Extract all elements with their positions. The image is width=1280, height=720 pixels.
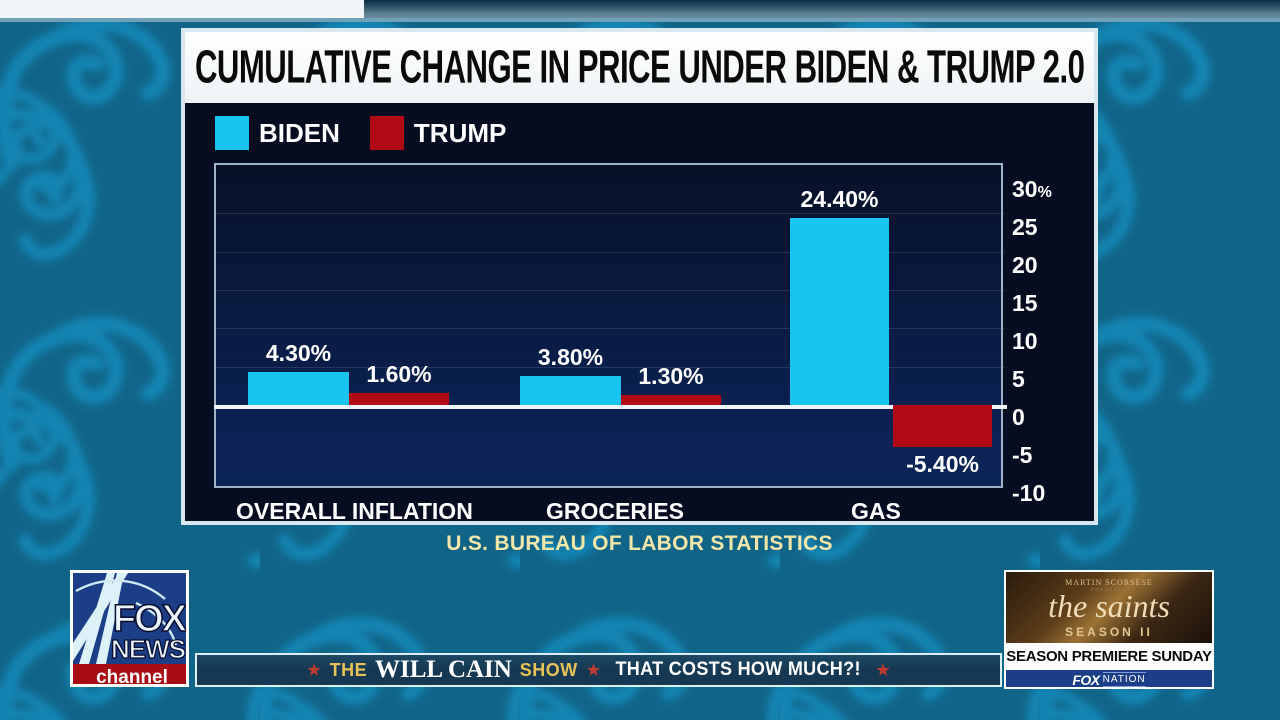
- svg-text:NEWS: NEWS: [111, 634, 186, 664]
- svg-text:channel: channel: [96, 667, 168, 684]
